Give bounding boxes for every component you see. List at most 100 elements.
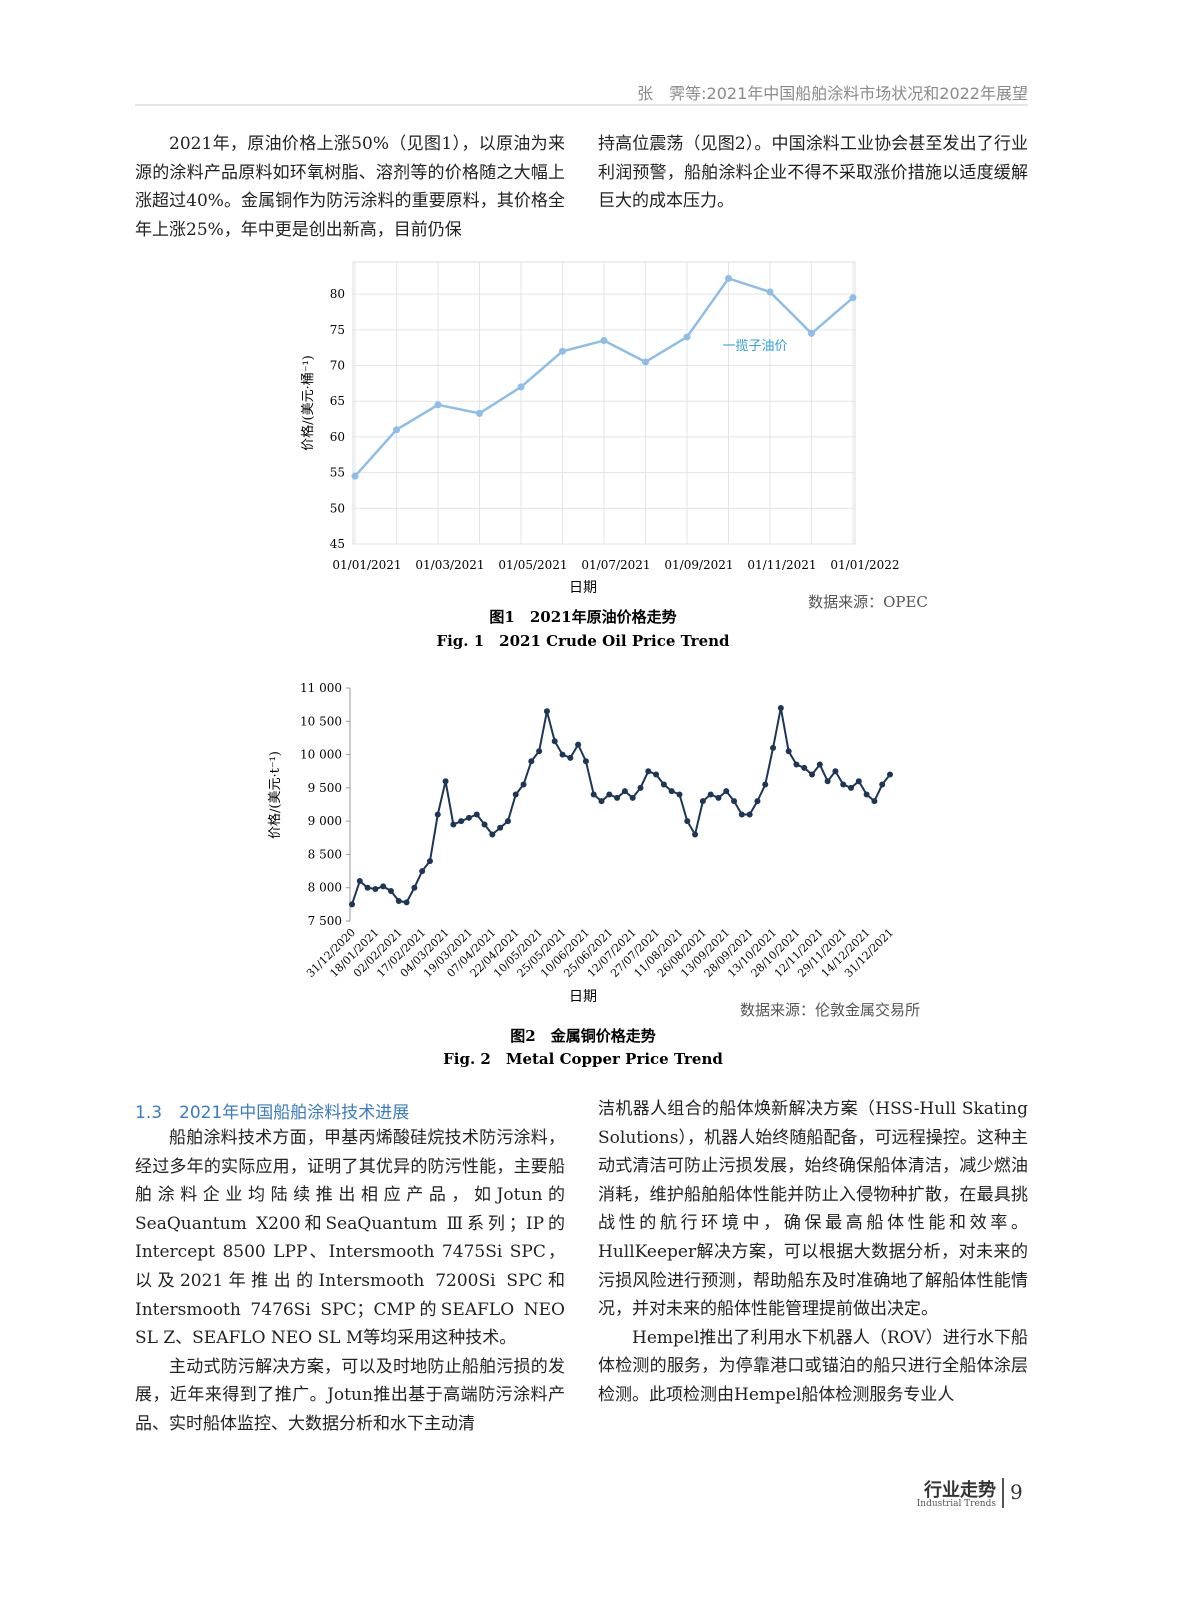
y-tick-label: 10 000 bbox=[300, 748, 342, 762]
data-point bbox=[793, 761, 800, 768]
source-note: 数据来源：伦敦金属交易所 bbox=[740, 1001, 920, 1019]
data-point bbox=[824, 778, 831, 785]
data-point bbox=[848, 784, 855, 791]
data-point bbox=[598, 798, 605, 805]
data-point bbox=[785, 748, 792, 755]
data-point bbox=[600, 337, 608, 345]
y-axis-label: 价格/(美元·桶⁻¹) bbox=[300, 355, 316, 451]
y-tick-label: 8 000 bbox=[308, 881, 342, 895]
data-point bbox=[754, 798, 761, 805]
y-tick-label: 9 000 bbox=[308, 814, 342, 828]
data-line bbox=[351, 707, 891, 905]
figure-caption-en: Fig. 1 2021 Crude Oil Price Trend bbox=[436, 632, 730, 650]
data-point bbox=[458, 818, 465, 825]
data-point bbox=[465, 814, 472, 821]
data-point bbox=[879, 781, 886, 788]
data-point bbox=[473, 811, 480, 818]
data-point bbox=[723, 788, 730, 795]
figure-caption-en: Fig. 2 Metal Copper Price Trend bbox=[443, 1050, 723, 1068]
data-point bbox=[715, 794, 722, 801]
data-point bbox=[683, 333, 691, 341]
data-point bbox=[642, 358, 649, 366]
data-point bbox=[559, 347, 566, 355]
data-point bbox=[606, 791, 613, 798]
data-point bbox=[434, 811, 441, 818]
x-tick-label: 01/09/2021 bbox=[664, 558, 733, 572]
data-point bbox=[387, 888, 394, 895]
data-point bbox=[351, 472, 359, 480]
data-point bbox=[380, 883, 387, 890]
data-point bbox=[450, 821, 457, 828]
y-tick-label: 50 bbox=[330, 501, 345, 515]
data-point bbox=[855, 778, 862, 785]
y-tick-label: 10 500 bbox=[300, 714, 342, 728]
running-title: 张 霁等:2021年中国船舶涂料市场状况和2022年展望 bbox=[637, 84, 1028, 103]
data-point bbox=[497, 824, 504, 831]
data-point bbox=[395, 898, 402, 905]
data-point bbox=[481, 821, 488, 828]
data-point bbox=[575, 741, 582, 748]
y-tick-label: 8 500 bbox=[308, 847, 342, 861]
data-point bbox=[777, 704, 784, 711]
data-point bbox=[434, 401, 442, 409]
figure-caption: 图2 金属铜价格走势 bbox=[510, 1027, 655, 1045]
data-point bbox=[849, 294, 857, 302]
data-point bbox=[512, 791, 519, 798]
y-tick-label: 70 bbox=[330, 359, 345, 373]
legend-label: 一揽子油价 bbox=[722, 338, 787, 354]
y-tick-label: 75 bbox=[330, 323, 345, 337]
data-point bbox=[403, 899, 410, 906]
data-point bbox=[372, 886, 379, 893]
data-point bbox=[567, 754, 574, 761]
data-point bbox=[692, 831, 699, 838]
data-point bbox=[816, 761, 823, 768]
data-point bbox=[476, 409, 483, 417]
y-tick-label: 7 500 bbox=[308, 914, 342, 928]
data-point bbox=[762, 781, 769, 788]
data-point bbox=[551, 738, 558, 745]
data-point bbox=[590, 791, 597, 798]
paragraph: 2021年，原油价格上涨50%（见图1），以原油为来源的涂料产品原料如环氧树脂、… bbox=[135, 134, 565, 240]
data-point bbox=[411, 884, 418, 891]
y-tick-label: 60 bbox=[330, 430, 345, 444]
y-tick-label: 55 bbox=[330, 466, 345, 480]
x-tick-label: 01/07/2021 bbox=[581, 558, 650, 572]
footer-section-en: Industrial Trends bbox=[916, 1499, 996, 1509]
data-point bbox=[699, 798, 706, 805]
data-point bbox=[629, 794, 636, 801]
data-point bbox=[840, 781, 847, 788]
section-heading: 1.3 2021年中国船舶涂料技术进展 bbox=[135, 1103, 410, 1123]
data-point bbox=[426, 858, 433, 865]
data-point bbox=[684, 818, 691, 825]
paragraph: 主动式防污解决方案，可以及时地防止船舶污损的发展，近年来得到了推广。Jotun推… bbox=[135, 1356, 565, 1434]
y-tick-label: 9 500 bbox=[308, 781, 342, 795]
data-point bbox=[725, 274, 732, 282]
data-point bbox=[349, 901, 355, 908]
x-axis-label: 日期 bbox=[569, 580, 597, 596]
data-point bbox=[707, 791, 714, 798]
data-point bbox=[582, 758, 589, 765]
data-point bbox=[364, 884, 371, 891]
y-tick-label: 45 bbox=[330, 537, 345, 551]
paragraph: 洁机器人组合的船体焕新解决方案（HSS-Hull Skating Solutio… bbox=[598, 1099, 1028, 1320]
data-point bbox=[442, 778, 449, 785]
data-point bbox=[621, 788, 628, 795]
figure-caption: 图1 2021年原油价格走势 bbox=[489, 608, 676, 626]
data-point bbox=[536, 748, 543, 755]
data-point bbox=[770, 744, 777, 751]
data-point bbox=[676, 791, 683, 798]
x-tick-label: 01/05/2021 bbox=[498, 558, 567, 572]
data-point bbox=[731, 798, 738, 805]
section-left: 船舶涂料技术方面，甲基丙烯酸硅烷技术防污涂料，经过多年的实际应用，证明了其优异的… bbox=[135, 1124, 565, 1439]
data-point bbox=[660, 781, 667, 788]
data-point bbox=[520, 781, 527, 788]
data-point bbox=[832, 768, 839, 775]
x-tick-label: 01/03/2021 bbox=[415, 558, 484, 572]
page-number: 9 bbox=[1010, 1480, 1023, 1504]
x-tick-label: 01/11/2021 bbox=[747, 558, 816, 572]
data-point bbox=[887, 771, 893, 778]
y-tick-label: 65 bbox=[330, 394, 345, 408]
data-point bbox=[528, 758, 535, 765]
paragraph: Hempel推出了利用水下机器人（ROV）进行水下船体检测的服务，为停靠港口或锚… bbox=[598, 1327, 1028, 1405]
